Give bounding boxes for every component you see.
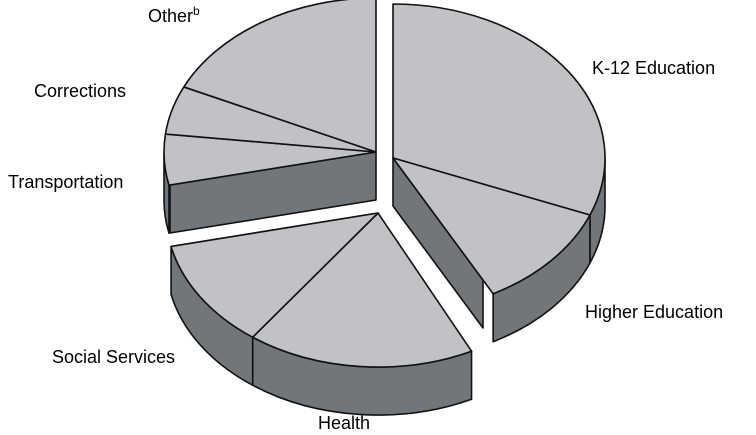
label-transportation: Transportation: [8, 172, 123, 192]
label-other: Otherb: [148, 4, 200, 26]
label-other-text: Other: [148, 6, 193, 26]
label-corrections: Corrections: [34, 81, 126, 101]
slice-top-social-services: [170, 212, 379, 339]
pie-top-layer: [163, 0, 606, 368]
label-k12-education: K-12 Education: [592, 58, 715, 78]
slice-top-other: [183, 0, 377, 153]
slice-top-higher-education: [392, 157, 591, 295]
label-health: Health: [318, 413, 370, 433]
slice-top-health: [251, 212, 473, 368]
label-social-services: Social Services: [52, 347, 175, 367]
label-other-footnote: b: [193, 4, 200, 18]
label-higher-education: Higher Education: [585, 302, 723, 322]
slice-top-k-12-education: [392, 3, 606, 216]
